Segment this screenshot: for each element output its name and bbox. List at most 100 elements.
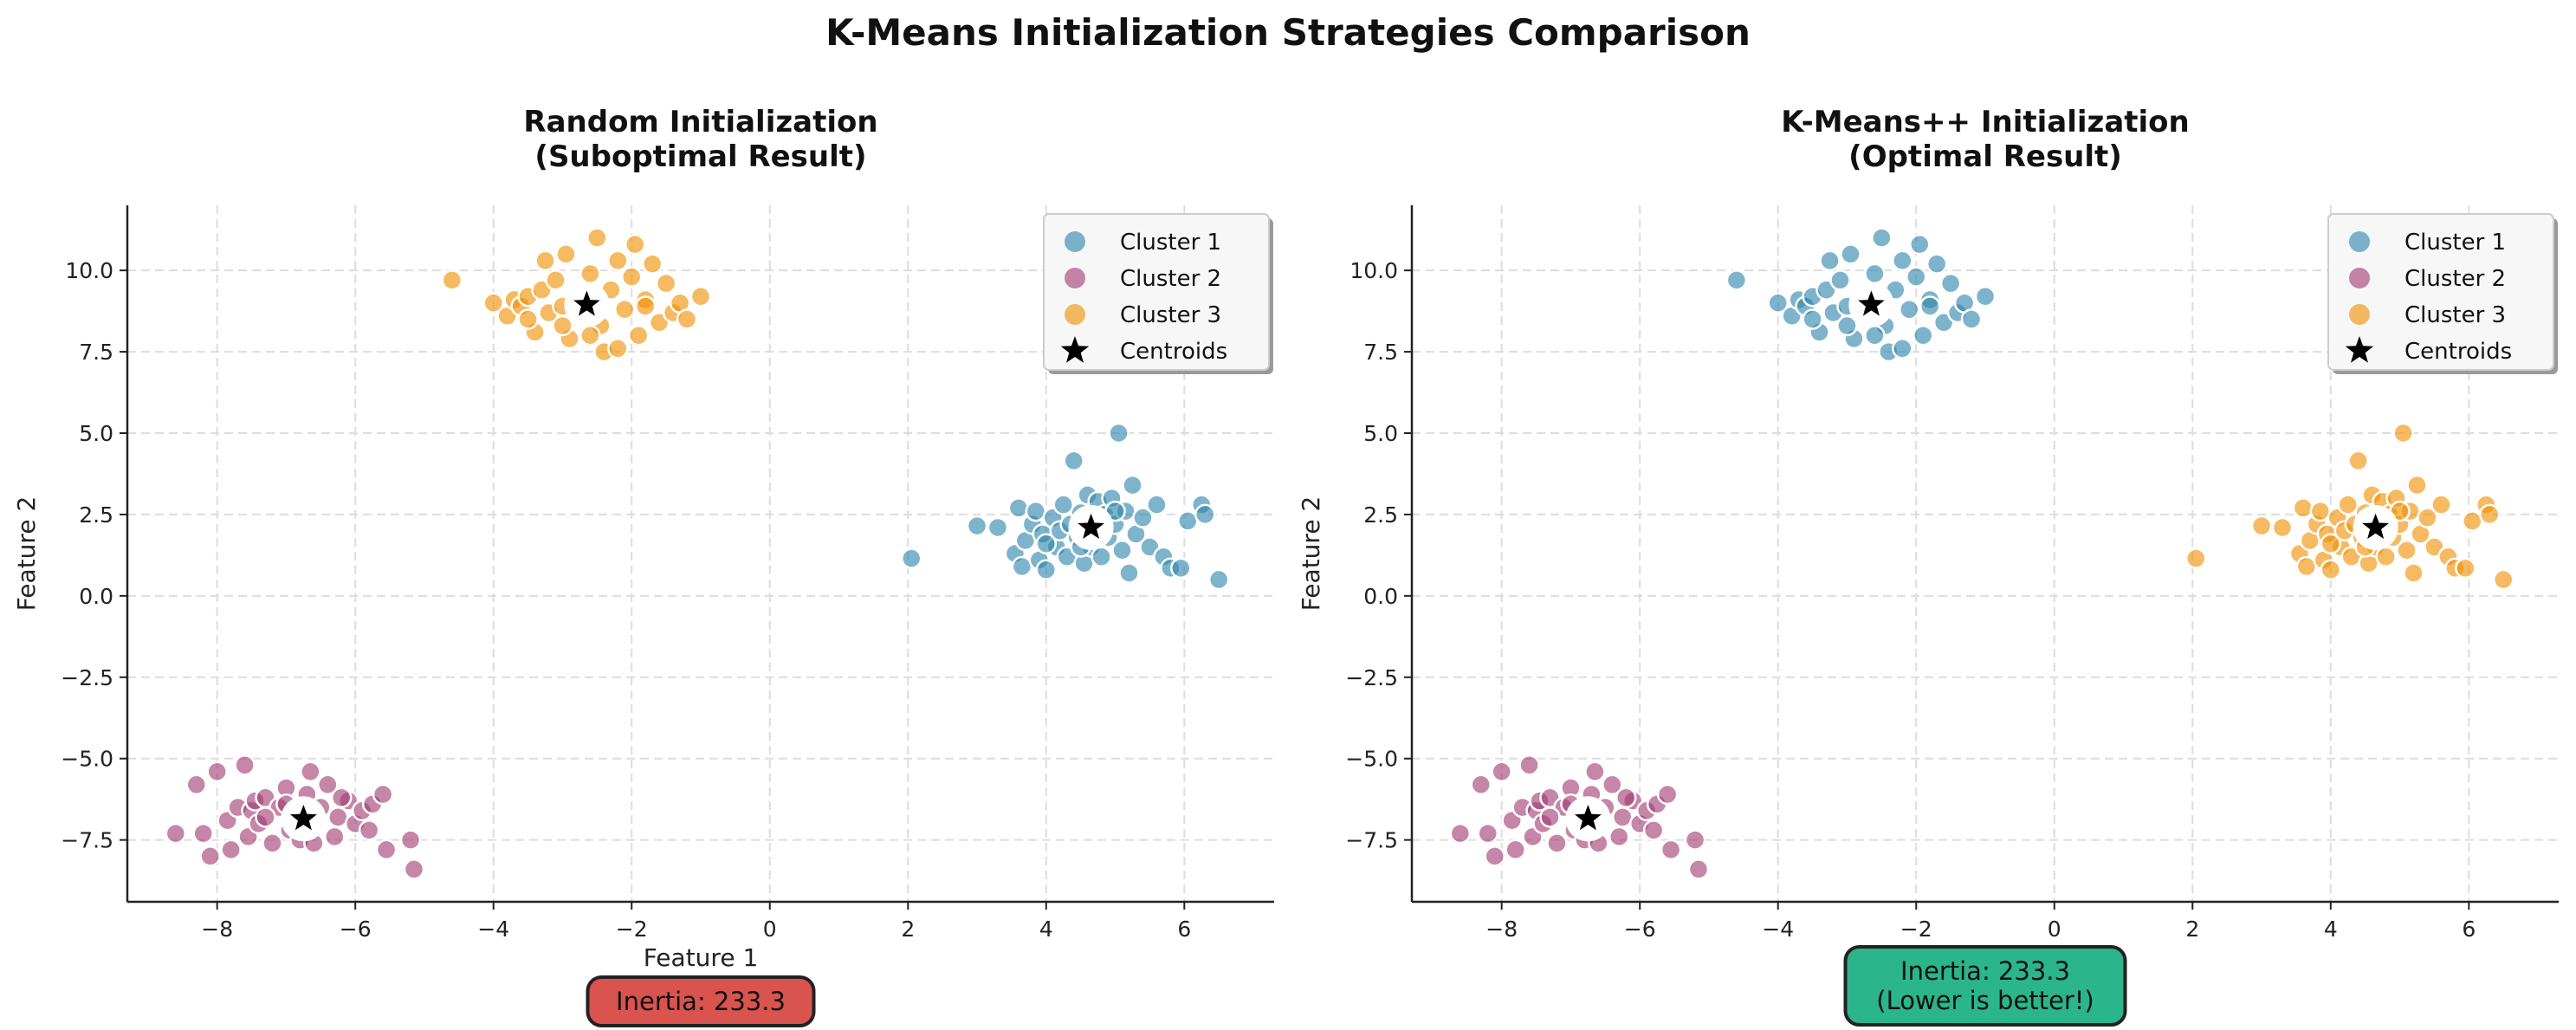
legend-box xyxy=(1043,213,1270,371)
centroid-point xyxy=(568,285,605,321)
data-point xyxy=(1602,774,1623,795)
x-tick-label: 6 xyxy=(2462,917,2476,942)
data-point xyxy=(966,515,988,537)
legend-marker xyxy=(1065,304,1085,325)
y-tick-label: 10.0 xyxy=(1349,258,1398,283)
series-cluster-1 xyxy=(1725,227,1997,363)
legend-label: Centroids xyxy=(2404,339,2512,365)
data-point xyxy=(1518,754,1540,776)
y-tick-label: 0.0 xyxy=(79,584,113,609)
data-point xyxy=(1939,272,1962,295)
data-point xyxy=(1035,533,1058,554)
data-point xyxy=(2250,515,2273,537)
inertia-annotation: Inertia: 233.3 xyxy=(586,975,816,1027)
data-point xyxy=(2320,559,2342,581)
data-point xyxy=(534,249,556,272)
scatter-panel-2: −8 −6 −4 −2 0 2 4 6 −7.5 −5.0 −2.5 0.0 2.5 5.0 7.5 10.0… xyxy=(1297,105,2559,1027)
data-point xyxy=(2347,450,2369,472)
data-point xyxy=(206,761,228,782)
data-point xyxy=(1470,774,1492,795)
data-point xyxy=(2271,516,2294,539)
y-tick-label: 7.5 xyxy=(79,340,113,365)
series-cluster-3 xyxy=(441,227,712,363)
data-point xyxy=(1829,269,1851,291)
data-point xyxy=(1505,839,1526,861)
data-point xyxy=(579,262,601,285)
x-tick-label: −6 xyxy=(340,917,372,942)
data-point xyxy=(2392,422,2414,444)
legend-box xyxy=(2327,213,2554,371)
series-centroids xyxy=(1565,282,2398,842)
y-tick-label: −7.5 xyxy=(61,828,113,853)
inertia-text: (Lower is better!) xyxy=(1876,986,2094,1015)
data-point xyxy=(1615,787,1637,809)
data-point xyxy=(1007,497,1030,519)
data-point xyxy=(586,227,608,249)
data-point xyxy=(2396,539,2417,561)
data-point xyxy=(441,269,463,291)
data-point xyxy=(1146,494,1168,515)
data-point xyxy=(300,761,321,782)
inertia-text: Inertia: 233.3 xyxy=(1900,956,2070,986)
data-point xyxy=(1132,507,1154,528)
x-tick-label: 6 xyxy=(1177,917,1191,942)
x-tick-label: 4 xyxy=(1039,917,1053,942)
data-point xyxy=(641,253,663,275)
data-point xyxy=(1111,539,1133,561)
data-point xyxy=(192,822,214,845)
x-tick-label: 2 xyxy=(901,917,915,942)
x-tick-label: 2 xyxy=(2185,917,2199,942)
data-point xyxy=(552,314,573,337)
data-point xyxy=(1864,262,1886,285)
data-point xyxy=(1656,783,1679,806)
y-tick-label: −5.0 xyxy=(61,747,113,772)
centroid-point xyxy=(1853,285,1890,321)
data-point xyxy=(220,839,242,861)
y-tick-label: 2.5 xyxy=(1363,502,1398,528)
scatter-panel-1: −8 −6 −4 −2 0 2 4 6 −7.5 −5.0 −2.5 0.0 2.5 5.0 7.5 10.0… xyxy=(12,105,1274,1027)
y-axis-label: Feature 2 xyxy=(1297,496,1325,612)
y-tick-label: 5.0 xyxy=(79,421,113,446)
x-tick-label: −6 xyxy=(1624,917,1656,942)
data-point xyxy=(1584,761,1606,782)
data-point xyxy=(331,787,353,809)
x-tick-label: −2 xyxy=(616,917,648,942)
data-point xyxy=(1905,266,1927,288)
data-point xyxy=(607,338,629,360)
data-point xyxy=(1477,822,1498,845)
y-tick-label: 10.0 xyxy=(65,258,113,283)
y-tick-label: −2.5 xyxy=(1345,665,1398,690)
legend-label: Cluster 1 xyxy=(2404,230,2506,256)
data-point xyxy=(1539,807,1561,828)
panel-title: Random Initialization xyxy=(523,105,877,139)
data-point xyxy=(2337,494,2359,515)
legend-label: Cluster 3 xyxy=(2404,302,2506,328)
data-point xyxy=(1207,568,1230,591)
inertia-annotation: Inertia: 233.3(Lower is better!) xyxy=(1843,945,2127,1027)
data-point xyxy=(482,292,504,314)
data-point xyxy=(1449,822,1472,845)
series-cluster-1 xyxy=(901,422,1230,591)
data-point xyxy=(165,822,187,845)
chart-panels: −8 −6 −4 −2 0 2 4 6 −7.5 −5.0 −2.5 0.0 2.5 5.0 7.5 10.0… xyxy=(12,105,2559,1027)
x-tick-label: 4 xyxy=(2324,917,2338,942)
panel-title: (Suboptimal Result) xyxy=(534,139,866,174)
data-point xyxy=(255,807,276,828)
y-tick-label: −2.5 xyxy=(61,665,113,690)
data-point xyxy=(2320,533,2342,554)
x-tick-label: −2 xyxy=(1900,917,1932,942)
y-axis-label: Feature 2 xyxy=(12,496,41,612)
y-tick-label: −5.0 xyxy=(1345,747,1398,772)
data-point xyxy=(399,829,422,851)
data-point xyxy=(1063,450,1084,472)
data-point xyxy=(1802,308,1823,330)
series-centroids xyxy=(281,282,1114,842)
data-point xyxy=(607,249,629,272)
x-axis-label: Feature 1 xyxy=(644,943,759,972)
data-point xyxy=(517,308,539,330)
data-point xyxy=(2430,494,2452,515)
data-point xyxy=(655,272,677,295)
data-point xyxy=(1108,422,1129,444)
